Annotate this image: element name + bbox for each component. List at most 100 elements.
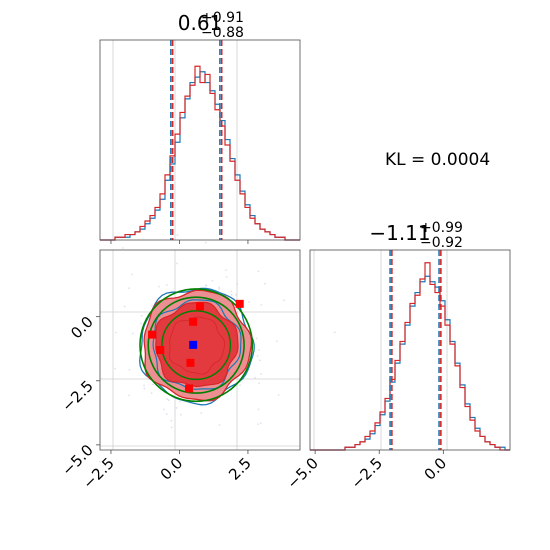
scatter-point bbox=[257, 423, 259, 426]
scatter-point bbox=[257, 408, 260, 411]
scatter-point bbox=[276, 340, 278, 343]
scatter-point bbox=[258, 349, 260, 352]
scatter-point bbox=[175, 406, 178, 409]
scatter-point bbox=[114, 367, 117, 370]
contour-green-outer bbox=[139, 288, 254, 403]
scatter-point bbox=[178, 400, 181, 403]
scatter-point bbox=[170, 426, 173, 429]
hist0-axes bbox=[99, 39, 301, 241]
scatter-point bbox=[140, 314, 143, 317]
scatter-point bbox=[175, 262, 178, 265]
scatter-point bbox=[98, 460, 101, 463]
scatter-point bbox=[256, 355, 259, 357]
hist0-series bbox=[100, 65, 300, 241]
scatter-point bbox=[152, 383, 154, 386]
scatter-point bbox=[176, 233, 179, 236]
contour-axes bbox=[99, 249, 301, 451]
scatter-point bbox=[230, 293, 233, 296]
title-param0: 0.61 bbox=[178, 11, 223, 35]
title-param0-median: 0.61 bbox=[178, 11, 223, 35]
title-param1-minus: −0.92 bbox=[420, 235, 463, 251]
scatter-point bbox=[258, 382, 261, 385]
x-axis-ticks-param0: −2.5 0.0 2.5 bbox=[79, 450, 255, 493]
scatter-point bbox=[140, 322, 142, 325]
scatter-point bbox=[163, 408, 165, 411]
contour-green-inner bbox=[161, 310, 232, 381]
scatter-point bbox=[263, 282, 266, 285]
hist0-quantile-lines bbox=[110, 40, 249, 244]
scatter-point bbox=[260, 373, 263, 375]
scatter-point bbox=[128, 287, 130, 290]
scatter-point bbox=[277, 394, 280, 396]
hist-param1-panel bbox=[309, 249, 511, 451]
scatter-point bbox=[180, 413, 182, 416]
scatter-point bbox=[131, 332, 134, 335]
scatter-point bbox=[158, 285, 160, 288]
scatter-point bbox=[128, 368, 131, 371]
scatter-point bbox=[235, 293, 237, 296]
x1-tick-label: 0.0 bbox=[421, 454, 451, 484]
scatter-point bbox=[143, 384, 145, 387]
scatter-point bbox=[121, 247, 124, 249]
scatter-point bbox=[230, 290, 233, 293]
scatter-point bbox=[218, 286, 221, 289]
scatter-point bbox=[131, 273, 133, 276]
scatter-point bbox=[218, 424, 221, 427]
scatter-point bbox=[167, 399, 170, 402]
hist1-quantile-lines bbox=[389, 250, 442, 450]
hist1-axes bbox=[309, 249, 511, 451]
scatter-point bbox=[239, 384, 242, 387]
title-param0-minus: −0.88 bbox=[201, 25, 244, 41]
scatter-point bbox=[170, 419, 173, 422]
scatter-point bbox=[248, 301, 250, 303]
scatter-point bbox=[259, 422, 262, 425]
hist1-grid bbox=[313, 250, 448, 450]
x0-tick-label: 0.0 bbox=[157, 454, 187, 484]
contour-green-mid bbox=[147, 296, 245, 394]
marker-red bbox=[189, 317, 198, 326]
scatter-point bbox=[211, 279, 214, 282]
marker-red bbox=[196, 302, 204, 311]
scatter-point bbox=[200, 412, 203, 415]
x0-tick-label: 2.5 bbox=[225, 454, 255, 484]
contour-panel bbox=[98, 233, 336, 463]
hist0-blue-series bbox=[100, 71, 300, 241]
scatter-point bbox=[259, 359, 261, 362]
scatter-point bbox=[204, 241, 207, 244]
contour-markers bbox=[148, 299, 244, 393]
y1-tick-label: −2.5 bbox=[58, 377, 96, 415]
x-axis-ticks-param1: −5.0 −2.5 0.0 bbox=[283, 450, 450, 493]
scatter-point bbox=[128, 394, 130, 397]
kl-label: KL = 0.0004 bbox=[385, 150, 490, 170]
scatter-point bbox=[225, 275, 228, 278]
hist1-blue-series bbox=[310, 275, 510, 451]
marker-red bbox=[185, 384, 194, 393]
x1-tick-label: −2.5 bbox=[348, 454, 386, 492]
scatter-point bbox=[257, 270, 260, 273]
scatter-point bbox=[143, 387, 146, 390]
marker-red bbox=[186, 358, 195, 367]
title-param1-median: −1.11 bbox=[369, 221, 430, 245]
scatter-point bbox=[150, 392, 153, 395]
title-param1-plus: +0.99 bbox=[420, 220, 463, 236]
scatter-point bbox=[115, 331, 117, 334]
scatter-point bbox=[165, 413, 168, 415]
hist0-red-series bbox=[100, 65, 300, 241]
scatter-point bbox=[151, 304, 153, 307]
hist1-series bbox=[310, 262, 510, 451]
scatter-point bbox=[225, 269, 227, 272]
marker-red bbox=[235, 299, 244, 308]
y-axis-ticks-param1: −5.0−2.50.0 bbox=[58, 313, 100, 479]
scatter-point bbox=[218, 288, 221, 290]
x1-tick-label: −5.0 bbox=[283, 454, 321, 492]
scatter-point bbox=[333, 331, 336, 334]
title-param0-plus: +0.91 bbox=[201, 10, 244, 26]
marker-blue bbox=[189, 340, 198, 349]
scatter-point bbox=[165, 284, 168, 287]
y1-tick-label: 0.0 bbox=[67, 313, 97, 343]
hist-param0-panel bbox=[99, 39, 301, 244]
title-param1: −1.11 bbox=[369, 221, 430, 245]
scatter-point bbox=[123, 305, 126, 308]
scatter-point bbox=[260, 304, 263, 306]
